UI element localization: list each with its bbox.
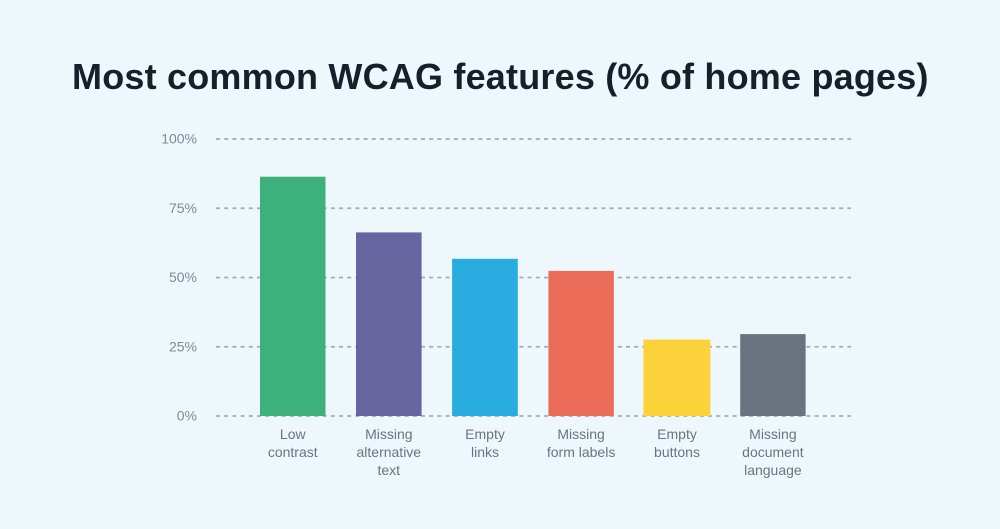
svg-text:alternative: alternative [357,444,422,460]
svg-text:Missing: Missing [365,426,412,442]
svg-text:Empty: Empty [657,426,697,442]
svg-text:Empty: Empty [465,426,505,442]
svg-text:document: document [742,444,804,460]
svg-text:Low: Low [280,426,307,442]
svg-text:75%: 75% [169,200,197,216]
svg-text:0%: 0% [177,408,197,424]
svg-text:form labels: form labels [547,444,615,460]
svg-text:Missing: Missing [557,426,604,442]
svg-text:text: text [378,462,401,478]
svg-text:Missing: Missing [749,426,796,442]
svg-text:language: language [744,462,802,478]
svg-text:contrast: contrast [268,444,318,460]
svg-text:50%: 50% [169,269,197,285]
svg-text:100%: 100% [161,131,197,147]
svg-text:buttons: buttons [654,444,700,460]
svg-text:links: links [471,444,499,460]
svg-text:25%: 25% [169,338,197,354]
